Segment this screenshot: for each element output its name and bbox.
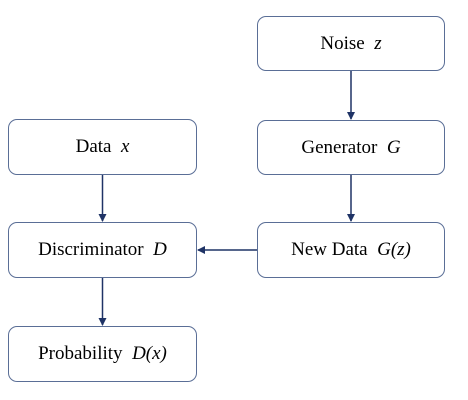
node-generator-label: Generator: [301, 136, 378, 158]
node-data-var: x: [120, 136, 130, 157]
node-new-data-label: New Data: [291, 239, 368, 260]
node-discriminator-var: D: [153, 239, 167, 260]
node-noise-label: Noise: [320, 32, 365, 54]
node-noise-var: z: [374, 32, 382, 54]
node-data-label: Data: [75, 136, 112, 157]
node-probability-var: D(x): [132, 343, 167, 364]
node-noise: Noise z: [257, 16, 445, 71]
node-generator: Generator G: [257, 120, 445, 175]
node-data: Data x: [8, 119, 197, 175]
node-probability: Probability D(x): [8, 326, 197, 382]
node-new-data: New Data G(z): [257, 222, 445, 278]
node-generator-var: G: [386, 136, 401, 158]
node-discriminator: Discriminator D: [8, 222, 197, 278]
node-new-data-var: G(z): [377, 239, 411, 260]
node-probability-label: Probability: [38, 343, 123, 364]
node-discriminator-label: Discriminator: [38, 239, 144, 260]
